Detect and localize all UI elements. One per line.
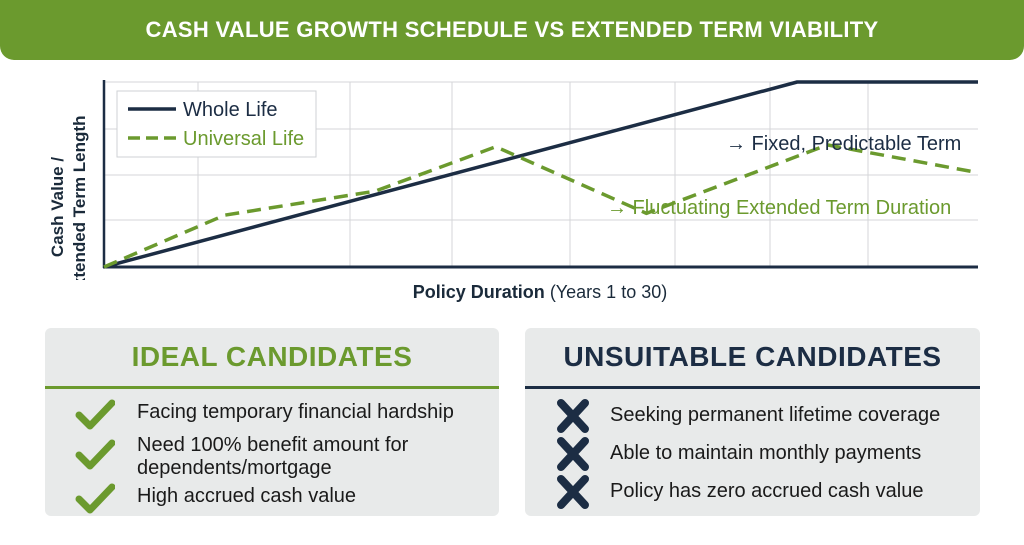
chart-annotation: → Fixed, Predictable Term: [726, 133, 961, 155]
unsuitable-item-text: Able to maintain monthly payments: [610, 442, 922, 464]
y-axis-label-line2: Extended Term Length: [70, 116, 89, 280]
check-icon: [75, 483, 115, 514]
title-banner: CASH VALUE GROWTH SCHEDULE VS EXTENDED T…: [0, 0, 1024, 60]
legend-label: Whole Life: [183, 99, 278, 121]
series-line-universal-life: [103, 143, 979, 269]
check-icon: [75, 399, 115, 430]
x-axis-label-bold: Policy Duration: [412, 282, 545, 302]
chart-grid: [102, 80, 978, 269]
ideal-item-text-line2: dependents/mortgage: [137, 457, 332, 479]
check-icon: [75, 439, 115, 470]
ideal-candidates-panel: IDEAL CANDIDATES Facing temporary financ…: [45, 328, 499, 516]
chart-plot-area: [103, 80, 979, 269]
x-axis-label: Policy Duration (Years 1 to 30): [100, 282, 980, 303]
series-line-whole-life: [103, 80, 978, 269]
ideal-item-text: High accrued cash value: [137, 485, 357, 507]
chart-annotations: → Fixed, Predictable Term → Fluctuating E…: [607, 133, 961, 219]
ideal-item-text-line1: Need 100% benefit amount for: [137, 434, 409, 456]
page-title: CASH VALUE GROWTH SCHEDULE VS EXTENDED T…: [145, 17, 879, 42]
legend-label: Universal Life: [183, 128, 304, 150]
x-icon: [557, 475, 589, 509]
chart-legend: Whole Life Universal Life: [116, 90, 317, 158]
chart-annotation: → Fluctuating Extended Term Duration: [607, 197, 951, 219]
chart: Whole Life Universal Life → Fixed, Predic…: [48, 80, 979, 280]
ideal-item-text: Facing temporary financial hardship: [137, 401, 454, 423]
unsuitable-item-text: Policy has zero accrued cash value: [610, 480, 924, 502]
y-axis-label-line1: Cash Value /: [48, 157, 67, 257]
x-icon: [557, 437, 589, 471]
ideal-candidates-title: IDEAL CANDIDATES: [45, 328, 499, 389]
unsuitable-candidates-title: UNSUITABLE CANDIDATES: [525, 328, 980, 389]
unsuitable-item-text: Seeking permanent lifetime coverage: [610, 404, 941, 426]
x-axis-label-range: (Years 1 to 30): [544, 282, 668, 302]
unsuitable-candidates-panel: UNSUITABLE CANDIDATES Seeking permanent …: [525, 328, 980, 516]
x-icon: [557, 399, 589, 433]
legend-box: [116, 90, 317, 158]
